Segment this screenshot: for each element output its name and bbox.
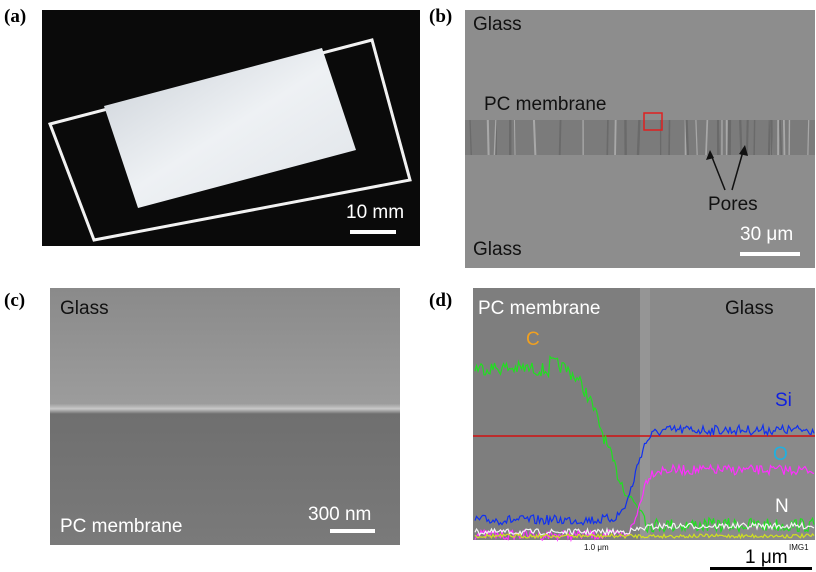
region-text: PC membrane	[60, 516, 183, 537]
streak	[728, 120, 729, 155]
panel-label: (d)	[429, 290, 452, 311]
element-label: Si	[775, 390, 792, 411]
streak	[514, 120, 515, 155]
interface	[640, 288, 650, 540]
region-text: Glass	[725, 298, 774, 319]
streak	[687, 120, 688, 155]
scale-bar	[710, 567, 812, 570]
region-text: Glass	[473, 14, 522, 35]
scale-bar	[740, 252, 800, 256]
scale-text: 1 μm	[745, 547, 788, 568]
panel-label: (c)	[4, 290, 25, 311]
figure: (a) 10 mm (b) Glass PC membrane Pores Gl…	[0, 0, 816, 572]
axis-label: 1.0 μm	[584, 543, 609, 552]
element-label: O	[773, 444, 788, 465]
streak	[754, 120, 755, 155]
streak	[638, 120, 639, 155]
region-text: Glass	[60, 298, 109, 319]
streak	[560, 120, 561, 155]
scale-text: 10 mm	[346, 202, 404, 223]
scale-text: 30 μm	[740, 224, 793, 245]
scale-text: 300 nm	[308, 504, 371, 525]
streak	[488, 120, 489, 155]
streak	[808, 120, 809, 155]
region-text: PC membrane	[478, 298, 601, 319]
region-text: Glass	[473, 239, 522, 260]
streak	[607, 120, 608, 155]
image-tag: IMG1	[789, 543, 809, 552]
element-label: C	[526, 329, 540, 350]
streak	[740, 120, 741, 155]
membrane-region	[473, 288, 645, 540]
streak	[534, 120, 535, 155]
panel-label: (b)	[429, 6, 452, 27]
streak	[747, 120, 748, 155]
element-label: N	[775, 496, 789, 517]
streak	[784, 120, 785, 155]
scale-bar	[350, 230, 396, 234]
scale-bar	[330, 529, 375, 533]
region-text: PC membrane	[484, 94, 607, 115]
streak	[615, 120, 616, 155]
panel-label: (a)	[4, 6, 26, 27]
annotation: Pores	[708, 194, 758, 215]
